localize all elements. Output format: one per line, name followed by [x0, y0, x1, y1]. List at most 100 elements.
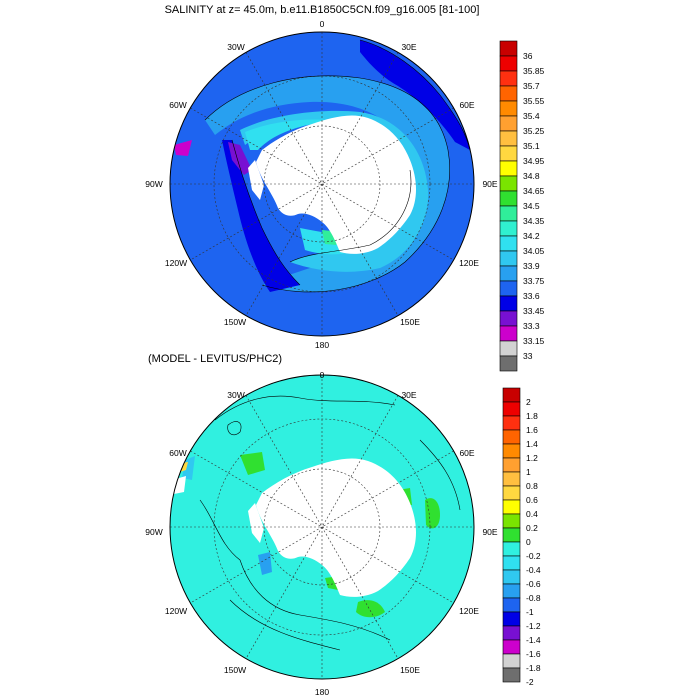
panel-title: SALINITY at z= 45.0m, b.e11.B1850C5CN.f0…	[165, 4, 480, 16]
lon-label: 90E	[482, 527, 497, 537]
colorbar-label: 33.6	[523, 291, 540, 301]
colorbar-label: 0.8	[526, 481, 538, 491]
map-border	[169, 31, 475, 337]
longitude-labels: 0 30E 60E 90E 120E 150E 180 150W 120W 90…	[145, 370, 498, 697]
lon-label: 60E	[459, 448, 474, 458]
lon-label: 180	[315, 687, 329, 697]
lon-label: 0	[320, 370, 325, 380]
colorbar-swatch	[502, 653, 521, 669]
colorbar-swatch	[502, 569, 521, 585]
colorbar-label: -1	[526, 607, 534, 617]
colorbar-label: 0.4	[526, 509, 538, 519]
lon-label: 120E	[459, 606, 479, 616]
lon-label: 90W	[145, 179, 162, 189]
antarctica-landmass	[256, 458, 416, 597]
longitude-labels: 0 30E 60E 90E 120E 150E 180 150W 120W 90…	[145, 19, 498, 350]
colorbar-label: 33.45	[523, 306, 545, 316]
polar-map	[170, 32, 474, 336]
colorbar-swatch	[502, 597, 521, 613]
difference-contour-region	[240, 452, 265, 475]
colorbar-swatch	[502, 429, 521, 445]
graticule	[170, 375, 474, 679]
colorbar-label: 33.3	[523, 321, 540, 331]
colorbar-label: 34.95	[523, 156, 545, 166]
colorbar-label: -2	[526, 677, 534, 687]
colorbar-label: 1.2	[526, 453, 538, 463]
colorbar-label: 35.85	[523, 66, 545, 76]
colorbar-swatch	[499, 40, 518, 57]
colorbar-swatch	[499, 310, 518, 327]
colorbar-swatch	[502, 471, 521, 487]
colorbar-swatch	[502, 541, 521, 557]
colorbar-label: 35.1	[523, 141, 540, 151]
colorbar-label: 0.2	[526, 523, 538, 533]
colorbar-label: -1.6	[526, 649, 541, 659]
colorbar-label: -0.6	[526, 579, 541, 589]
colorbar-swatch	[499, 235, 518, 252]
colorbar-label: 33.9	[523, 261, 540, 271]
difference-contour-region	[356, 600, 385, 618]
salinity-contour-region	[222, 140, 300, 292]
colorbar-label: -0.2	[526, 551, 541, 561]
colorbar-swatch	[502, 513, 521, 529]
colorbar-swatch	[499, 175, 518, 192]
colorbar-swatch	[502, 527, 521, 543]
colorbar-swatch	[502, 583, 521, 599]
colorbar-swatch	[502, 611, 521, 627]
panel-salinity: SALINITY at z= 45.0m, b.e11.B1850C5CN.f0…	[145, 4, 545, 372]
colorbar: 36 35.85 35.7 35.55 35.4 35.25 35.1 34.95 34.8 34…	[499, 40, 545, 372]
lon-label: 120E	[459, 258, 479, 268]
antarctic-peninsula	[248, 160, 264, 200]
lon-label: 30E	[401, 42, 416, 52]
colorbar-swatch	[499, 190, 518, 207]
colorbar-swatch	[499, 100, 518, 117]
colorbar-swatch	[502, 485, 521, 501]
colorbar-swatch	[502, 667, 521, 683]
colorbar-label: 1.6	[526, 425, 538, 435]
panel-difference: (MODEL - LEVITUS/PHC2)	[145, 353, 541, 697]
colorbar-swatch	[499, 85, 518, 102]
colorbar-label: 33	[523, 351, 533, 361]
colorbar-label: 2	[526, 397, 531, 407]
graticule	[170, 32, 474, 336]
colorbar-swatch	[499, 145, 518, 162]
salinity-contour-region	[228, 142, 252, 175]
colorbar-swatch	[502, 639, 521, 655]
colorbar-label: -1.8	[526, 663, 541, 673]
colorbar-swatch	[499, 295, 518, 312]
colorbar-label: 34.5	[523, 201, 540, 211]
contour-lines	[199, 395, 461, 651]
colorbar-label: 34.65	[523, 186, 545, 196]
salinity-contour-region	[360, 40, 470, 150]
colorbar-label: 35.4	[523, 111, 540, 121]
colorbar-label: -0.8	[526, 593, 541, 603]
antarctic-peninsula	[248, 503, 264, 543]
panel-title: (MODEL - LEVITUS/PHC2)	[148, 353, 282, 365]
lon-label: 30W	[227, 390, 244, 400]
colorbar-swatch	[499, 115, 518, 132]
colorbar-swatch	[499, 250, 518, 267]
difference-contour-region	[425, 498, 440, 529]
colorbar-label: -1.2	[526, 621, 541, 631]
lon-label: 30E	[401, 390, 416, 400]
antarctica-landmass	[256, 115, 416, 254]
colorbar: 2 1.8 1.6 1.4 1.2 1 0.8 0.6 0.4 0.2 0 -0.2 -0.4 -0.6 -…	[502, 387, 541, 687]
colorbar-label: 33.75	[523, 276, 545, 286]
salinity-contour-region	[240, 110, 429, 272]
salinity-contour-region	[245, 119, 330, 150]
lon-label: 30W	[227, 42, 244, 52]
colorbar-label: 0.6	[526, 495, 538, 505]
colorbar-label: -1.4	[526, 635, 541, 645]
lon-label: 150W	[224, 317, 246, 327]
lon-label: 150W	[224, 665, 246, 675]
lon-label: 120W	[165, 258, 187, 268]
lon-label: 60W	[169, 448, 186, 458]
map-border	[169, 374, 475, 680]
lon-label: 180	[315, 340, 329, 350]
contour-lines	[204, 39, 471, 293]
salinity-contour-region	[174, 140, 192, 156]
colorbar-label: 35.7	[523, 81, 540, 91]
colorbar-swatch	[499, 325, 518, 342]
colorbar-swatch	[502, 457, 521, 473]
